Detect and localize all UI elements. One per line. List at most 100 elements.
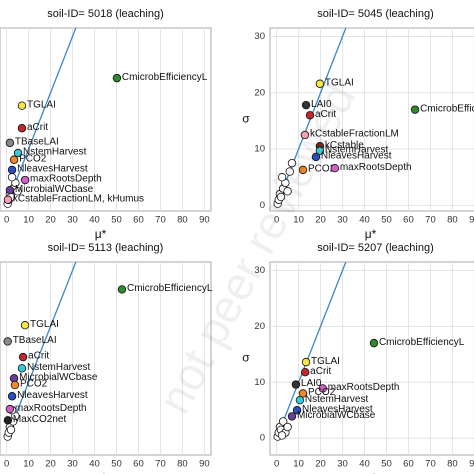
point-label: NleavesHarvest — [17, 390, 88, 401]
point-label: PCO2 — [308, 387, 336, 398]
point — [7, 173, 17, 182]
plot-area — [269, 27, 474, 212]
point — [3, 416, 13, 425]
point-label: maxRootsDepth — [30, 174, 102, 185]
x-tick-label: 30 — [337, 459, 348, 470]
x-tick-label: 90 — [199, 215, 210, 226]
x-tick-label: 50 — [381, 215, 392, 226]
point — [287, 412, 297, 421]
point — [5, 404, 15, 414]
point — [3, 337, 12, 346]
x-tick-label: 60 — [403, 459, 414, 470]
point-label: TGLAI — [325, 77, 354, 88]
point — [17, 124, 27, 133]
chart-title: soil-ID= 5018 (leaching) — [47, 8, 163, 20]
point — [6, 425, 16, 435]
point — [305, 111, 315, 120]
point — [5, 138, 15, 148]
point-label: MicrobialWCbase — [19, 372, 98, 383]
x-axis-label: μ* — [365, 471, 377, 474]
point — [298, 165, 308, 175]
point-label: PCO2 — [308, 164, 336, 175]
x-tick-label: 20 — [45, 215, 56, 226]
x-tick-label: 40 — [359, 215, 370, 226]
x-tick-label: 80 — [447, 215, 458, 226]
x-tick-label: 30 — [67, 215, 78, 226]
point-label: aCrit — [28, 351, 49, 362]
chart-title: soil-ID= 5045 (leaching) — [317, 8, 433, 20]
x-tick-label: 40 — [359, 459, 370, 470]
y-tick-label: 20 — [254, 87, 265, 98]
point-label: TBaseLAI — [15, 137, 59, 148]
point-label: LAI0 — [311, 99, 332, 110]
point — [278, 417, 288, 426]
x-tick-label: 80 — [447, 459, 458, 470]
point-label: TGLAI — [27, 99, 56, 110]
x-tick-label: 20 — [315, 215, 326, 226]
y-tick-label: 10 — [254, 377, 265, 388]
x-tick-label: 70 — [155, 215, 166, 226]
y-tick-label: 0 — [260, 200, 265, 211]
point — [311, 152, 321, 162]
point — [318, 384, 327, 393]
x-tick-label: 70 — [425, 459, 436, 470]
x-tick-label: 0 — [274, 459, 279, 470]
point-label: LAI0 — [301, 378, 322, 389]
point-label: NstemHarvest — [27, 362, 91, 373]
x-tick-label: 70 — [425, 215, 436, 226]
x-tick-label: 10 — [293, 459, 304, 470]
x-tick-label: 50 — [111, 215, 122, 226]
plot-area — [269, 261, 474, 456]
point — [283, 422, 292, 432]
point — [301, 357, 311, 367]
y-axis-label: σ — [242, 112, 250, 126]
point — [300, 130, 310, 140]
point — [301, 100, 311, 110]
point — [20, 175, 30, 185]
point — [7, 392, 17, 401]
point — [315, 146, 325, 155]
x-tick-label: 20 — [45, 459, 56, 470]
point — [277, 431, 287, 440]
x-tick-label: 50 — [381, 459, 392, 470]
reference-line — [275, 262, 347, 439]
point — [17, 364, 27, 373]
y-tick-label: 20 — [254, 321, 265, 332]
point — [300, 368, 310, 377]
y-tick-label: 0 — [260, 433, 265, 444]
point — [7, 165, 17, 175]
point — [277, 173, 287, 182]
point-label: MicrobialWCbase — [15, 184, 94, 195]
x-tick-label: 10 — [23, 215, 34, 226]
plot — [270, 262, 474, 455]
point-label: MaxCO2net — [13, 414, 67, 425]
point-label: aCrit — [27, 122, 48, 133]
point-label: CmicrobEfficiencyL — [420, 103, 474, 114]
point — [291, 380, 301, 389]
x-tick-label: 30 — [67, 459, 78, 470]
x-tick-label: 0 — [274, 215, 279, 226]
point — [3, 195, 13, 204]
y-tick-label: 10 — [254, 144, 265, 155]
point — [10, 380, 20, 390]
reference-line — [5, 262, 77, 439]
point — [283, 187, 292, 196]
point — [117, 285, 127, 294]
plot — [5, 28, 205, 211]
chart-title: soil-ID= 5207 (leaching) — [317, 242, 433, 254]
plot-area — [0, 27, 212, 212]
point — [17, 101, 27, 110]
y-tick-label: 30 — [254, 265, 265, 276]
plot — [5, 262, 205, 455]
point — [369, 338, 379, 348]
point — [9, 155, 19, 164]
point — [5, 185, 15, 195]
point-label: NstemHarvest — [325, 144, 389, 155]
x-axis-label: μ* — [95, 471, 107, 474]
point — [276, 192, 286, 202]
x-tick-label: 30 — [337, 215, 348, 226]
point-label: PCO2 — [20, 379, 48, 390]
point-label: TGLAI — [311, 356, 340, 367]
point — [410, 105, 420, 114]
point-label: kCstableFractionLM, kHumus — [13, 193, 144, 204]
